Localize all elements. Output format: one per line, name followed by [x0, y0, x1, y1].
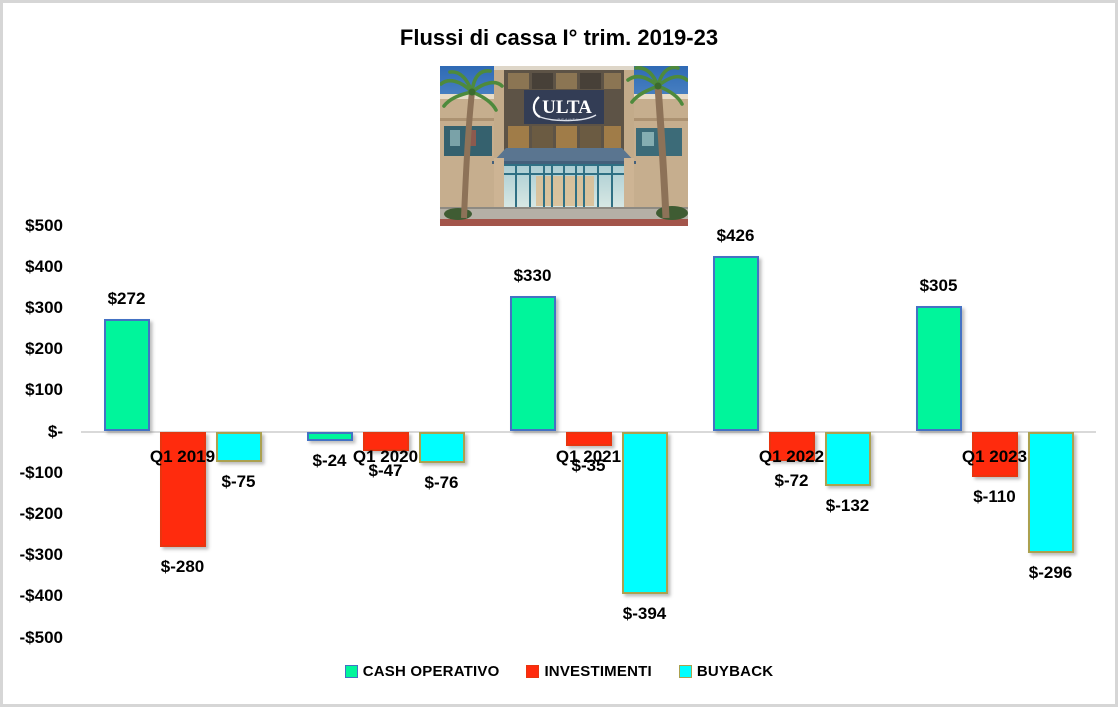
right-pillar	[624, 158, 634, 208]
data-label: $-76	[424, 472, 459, 492]
y-tick-label: $300	[25, 297, 63, 317]
ulta-storefront-photo: ULTA B E A U T Y	[440, 66, 688, 226]
chart-bar	[824, 431, 871, 486]
category-label: Q1 2021	[555, 446, 622, 466]
data-label: $-296	[1028, 563, 1073, 583]
data-label: $-280	[160, 556, 205, 576]
data-label: $-24	[312, 451, 347, 471]
y-tick-label: $-	[47, 421, 63, 441]
ulta-sign-text: ULTA	[542, 97, 592, 118]
y-tick-label: -$400	[19, 586, 63, 606]
data-label: $-110	[973, 486, 1016, 506]
y-tick-label: $500	[25, 215, 63, 235]
chart-bar	[565, 431, 612, 446]
chart-bar	[915, 305, 962, 432]
data-label: $305	[919, 275, 958, 295]
legend-label: CASH OPERATIVO	[362, 663, 500, 680]
y-tick-label: $100	[25, 380, 63, 400]
tower-panels-bottom	[508, 126, 621, 152]
chart-bar	[768, 431, 815, 462]
legend-label: BUYBACK	[696, 663, 774, 680]
data-label: $-75	[221, 472, 256, 492]
chart-bar	[103, 319, 150, 432]
category-label: Q1 2022	[758, 446, 825, 466]
brick-walkway	[440, 219, 688, 226]
chart-bar	[159, 431, 206, 547]
y-tick-label: $400	[25, 256, 63, 276]
y-tick-label: $200	[25, 339, 63, 359]
chart-bar	[509, 295, 556, 432]
category-label: Q1 2019	[149, 446, 216, 466]
data-label: $-132	[825, 495, 870, 515]
palm-tree-left	[440, 69, 504, 219]
data-label: $-72	[774, 471, 809, 491]
legend-item: BUYBACK	[678, 663, 774, 680]
chart-bar	[306, 431, 353, 442]
left-pillar	[494, 158, 504, 208]
chart-bar	[971, 431, 1018, 477]
legend: CASH OPERATIVO INVESTIMENTI BUYBACK	[3, 663, 1115, 680]
data-label: $272	[107, 289, 146, 309]
chart-bar	[418, 431, 465, 463]
chart-bar	[362, 431, 409, 451]
data-label: $-35	[571, 455, 606, 475]
chart-bar	[215, 431, 262, 463]
legend-swatch	[678, 665, 692, 678]
category-label: Q1 2023	[961, 446, 1028, 466]
data-label: $-394	[622, 603, 667, 623]
y-tick-label: -$300	[19, 545, 63, 565]
category-label: Q1 2020	[352, 446, 419, 466]
palm-tree-right	[626, 66, 688, 219]
data-label: $-47	[368, 460, 403, 480]
legend-label: INVESTIMENTI	[544, 663, 652, 680]
data-label: $426	[716, 225, 755, 245]
chart-bar	[621, 431, 668, 594]
y-tick-label: -$200	[19, 503, 63, 523]
legend-item: INVESTIMENTI	[526, 663, 652, 680]
legend-item: CASH OPERATIVO	[344, 663, 500, 680]
awning	[492, 148, 636, 163]
chart-bar	[1027, 431, 1074, 554]
data-label: $330	[513, 265, 552, 285]
tower-panels-top	[508, 73, 621, 89]
ulta-swoosh	[532, 96, 541, 118]
legend-swatch	[344, 665, 358, 678]
pavement	[440, 208, 688, 219]
legend-swatch	[526, 665, 540, 678]
y-tick-label: -$500	[19, 627, 63, 647]
ulta-sign	[524, 90, 604, 124]
storefront-mullions	[502, 164, 626, 208]
plot-area: $500 $400 $300 $200 $100 $- -$100 -$200 -$300 -$4…	[3, 3, 1115, 704]
ulta-sign-subtext: B E A U T Y	[558, 117, 579, 122]
chart-title: Flussi di cassa I° trim. 2019-23	[399, 25, 719, 50]
y-tick-label: -$100	[19, 462, 63, 482]
chart-bar	[712, 255, 759, 432]
